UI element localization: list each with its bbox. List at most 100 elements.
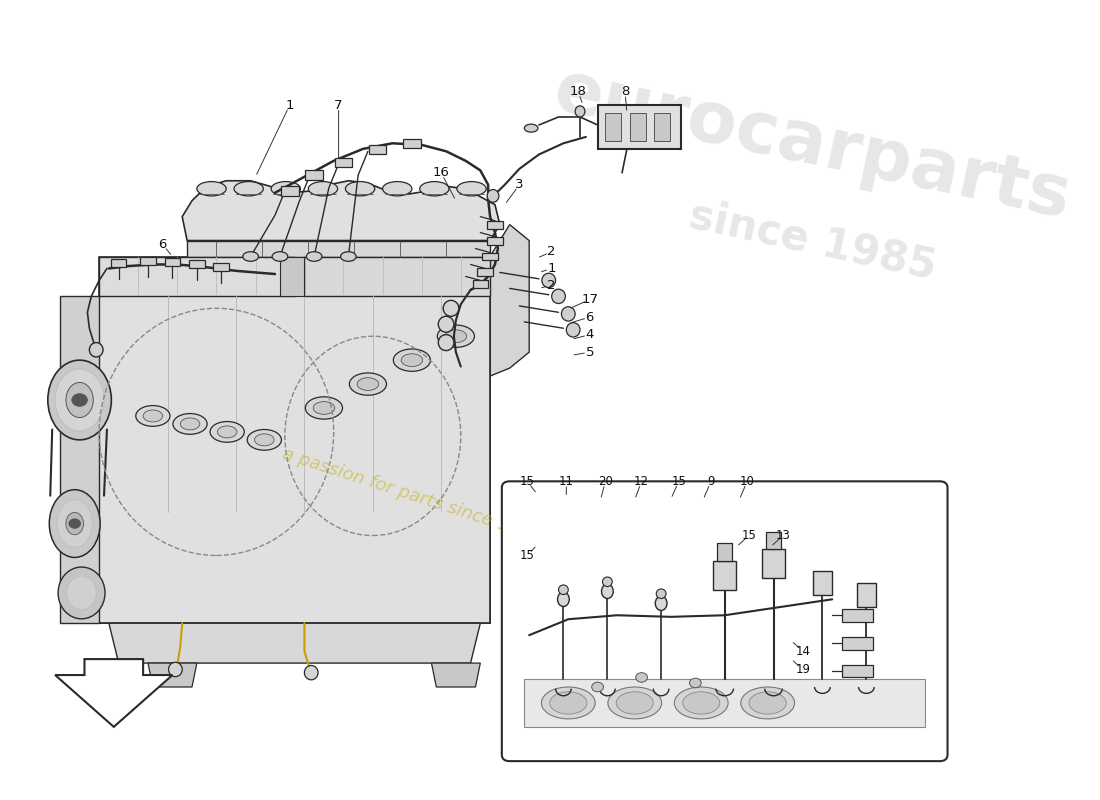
Ellipse shape xyxy=(438,334,454,350)
Ellipse shape xyxy=(603,577,613,586)
Bar xyxy=(189,260,205,268)
Bar xyxy=(473,281,488,288)
Ellipse shape xyxy=(55,369,104,431)
Bar xyxy=(762,549,785,578)
Circle shape xyxy=(636,673,648,682)
Ellipse shape xyxy=(66,382,94,418)
Bar xyxy=(482,253,498,261)
Ellipse shape xyxy=(314,402,334,414)
Ellipse shape xyxy=(234,182,263,196)
Polygon shape xyxy=(99,296,491,623)
Ellipse shape xyxy=(608,687,661,719)
Text: 5: 5 xyxy=(585,346,594,358)
Circle shape xyxy=(690,678,701,688)
Ellipse shape xyxy=(602,584,614,598)
Bar xyxy=(280,186,298,196)
Text: 6: 6 xyxy=(158,238,167,251)
Ellipse shape xyxy=(443,300,459,316)
Bar xyxy=(403,138,420,148)
Ellipse shape xyxy=(197,182,227,196)
Bar xyxy=(717,543,733,561)
Circle shape xyxy=(69,518,80,528)
Polygon shape xyxy=(99,257,491,623)
Ellipse shape xyxy=(47,360,111,440)
Ellipse shape xyxy=(402,354,422,366)
Text: 8: 8 xyxy=(620,85,629,98)
Ellipse shape xyxy=(558,592,570,606)
Bar xyxy=(842,609,873,622)
Ellipse shape xyxy=(559,585,569,594)
FancyBboxPatch shape xyxy=(502,482,947,761)
Ellipse shape xyxy=(420,182,449,196)
Bar xyxy=(487,221,503,229)
Bar xyxy=(165,258,180,266)
Text: 3: 3 xyxy=(515,178,524,191)
Text: 13: 13 xyxy=(776,529,791,542)
Ellipse shape xyxy=(561,306,575,321)
Polygon shape xyxy=(280,257,305,296)
Ellipse shape xyxy=(656,596,667,610)
Ellipse shape xyxy=(438,325,474,347)
Text: 4: 4 xyxy=(585,328,594,341)
Polygon shape xyxy=(187,241,491,257)
Ellipse shape xyxy=(487,190,499,202)
Ellipse shape xyxy=(305,666,318,680)
Text: 15: 15 xyxy=(520,549,535,562)
Ellipse shape xyxy=(550,692,587,714)
Ellipse shape xyxy=(541,687,595,719)
Ellipse shape xyxy=(180,418,200,430)
Ellipse shape xyxy=(218,426,236,438)
Bar xyxy=(477,269,493,277)
Bar xyxy=(213,263,229,271)
Text: 20: 20 xyxy=(598,475,613,488)
Text: 6: 6 xyxy=(585,310,594,323)
Bar xyxy=(857,583,877,607)
Ellipse shape xyxy=(446,330,466,342)
Ellipse shape xyxy=(394,349,430,371)
Text: 17: 17 xyxy=(581,293,598,306)
Ellipse shape xyxy=(525,124,538,132)
Ellipse shape xyxy=(57,500,92,547)
Bar xyxy=(306,170,323,180)
Polygon shape xyxy=(55,659,173,727)
Polygon shape xyxy=(431,663,481,687)
Text: 15: 15 xyxy=(671,475,686,488)
Ellipse shape xyxy=(350,373,386,395)
Bar xyxy=(140,258,156,266)
Ellipse shape xyxy=(50,490,100,558)
Text: 1: 1 xyxy=(548,262,556,275)
Ellipse shape xyxy=(749,692,786,714)
Text: 2: 2 xyxy=(548,278,556,292)
Ellipse shape xyxy=(683,692,719,714)
Bar xyxy=(842,665,873,678)
Ellipse shape xyxy=(210,422,244,442)
Text: a passion for parts since 1985: a passion for parts since 1985 xyxy=(279,445,544,546)
Text: 18: 18 xyxy=(570,85,586,98)
Bar xyxy=(597,105,681,149)
Bar xyxy=(713,561,736,590)
Text: 16: 16 xyxy=(432,166,450,179)
Ellipse shape xyxy=(456,182,486,196)
Ellipse shape xyxy=(173,414,207,434)
Text: 1: 1 xyxy=(286,98,294,111)
Ellipse shape xyxy=(552,289,565,303)
Bar xyxy=(111,259,126,267)
Circle shape xyxy=(592,682,604,692)
Ellipse shape xyxy=(358,378,378,390)
Text: 7: 7 xyxy=(334,98,343,111)
Ellipse shape xyxy=(306,252,322,262)
Ellipse shape xyxy=(143,410,163,422)
Bar xyxy=(654,113,670,141)
Ellipse shape xyxy=(67,576,96,610)
Polygon shape xyxy=(109,623,481,663)
Polygon shape xyxy=(99,257,295,296)
Ellipse shape xyxy=(135,406,170,426)
Ellipse shape xyxy=(740,687,794,719)
Text: 12: 12 xyxy=(634,475,649,488)
Ellipse shape xyxy=(306,397,342,419)
Polygon shape xyxy=(148,663,197,687)
Ellipse shape xyxy=(566,322,580,337)
Bar xyxy=(842,637,873,650)
Ellipse shape xyxy=(438,316,454,332)
Polygon shape xyxy=(60,296,99,623)
